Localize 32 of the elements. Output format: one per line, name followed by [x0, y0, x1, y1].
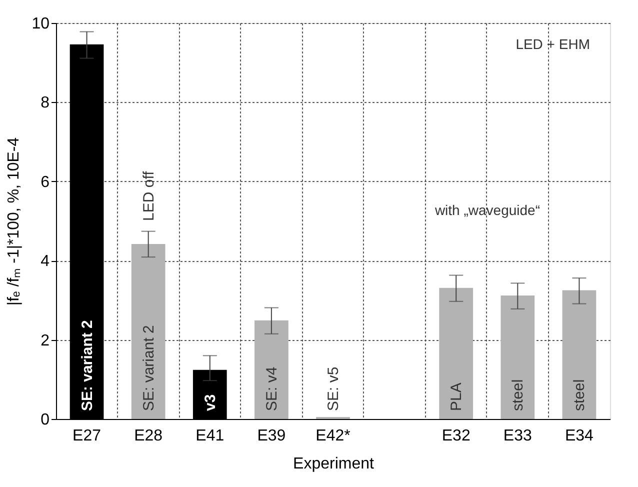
x-tick-label: E27 — [72, 428, 102, 444]
annotation: LED off — [140, 170, 158, 221]
bar — [500, 295, 535, 419]
annotation: SE: v4 — [263, 366, 280, 411]
x-tick-label: E33 — [503, 428, 532, 444]
x-tick-label: E28 — [134, 428, 163, 444]
bar — [254, 320, 288, 419]
x-axis-title: Experiment — [293, 456, 375, 472]
annotation: v3 — [202, 394, 219, 411]
y-tick-label: 0 — [40, 412, 50, 428]
annotation: steel — [571, 379, 588, 411]
annotation: SE: variant 2 — [78, 320, 96, 411]
x-tick-label: E42* — [316, 428, 350, 444]
annotation: SE: v5 — [325, 366, 342, 411]
y-tick-label: 6 — [40, 174, 50, 191]
annotation: LED + EHM — [516, 36, 590, 52]
x-tick-label: E39 — [257, 428, 286, 444]
x-tick-label: E32 — [442, 428, 470, 444]
annotation: with „waveguide“ — [434, 202, 540, 218]
bar — [562, 290, 596, 419]
annotation: steel — [510, 379, 527, 411]
y-tick-label: 10 — [32, 16, 50, 32]
y-axis-title: |fₑ /fₘ -1|*100, %, 10E-4 — [6, 137, 23, 306]
bar — [439, 288, 474, 419]
bar — [131, 244, 166, 419]
y-tick-label: 4 — [40, 253, 50, 270]
y-tick-label: 8 — [40, 94, 50, 112]
annotation: PLA — [448, 382, 466, 411]
x-tick-label: E41 — [196, 428, 224, 444]
y-tick-label: 2 — [40, 332, 50, 350]
x-tick-label: E34 — [564, 428, 594, 444]
annotation: SE: variant 2 — [140, 325, 158, 411]
